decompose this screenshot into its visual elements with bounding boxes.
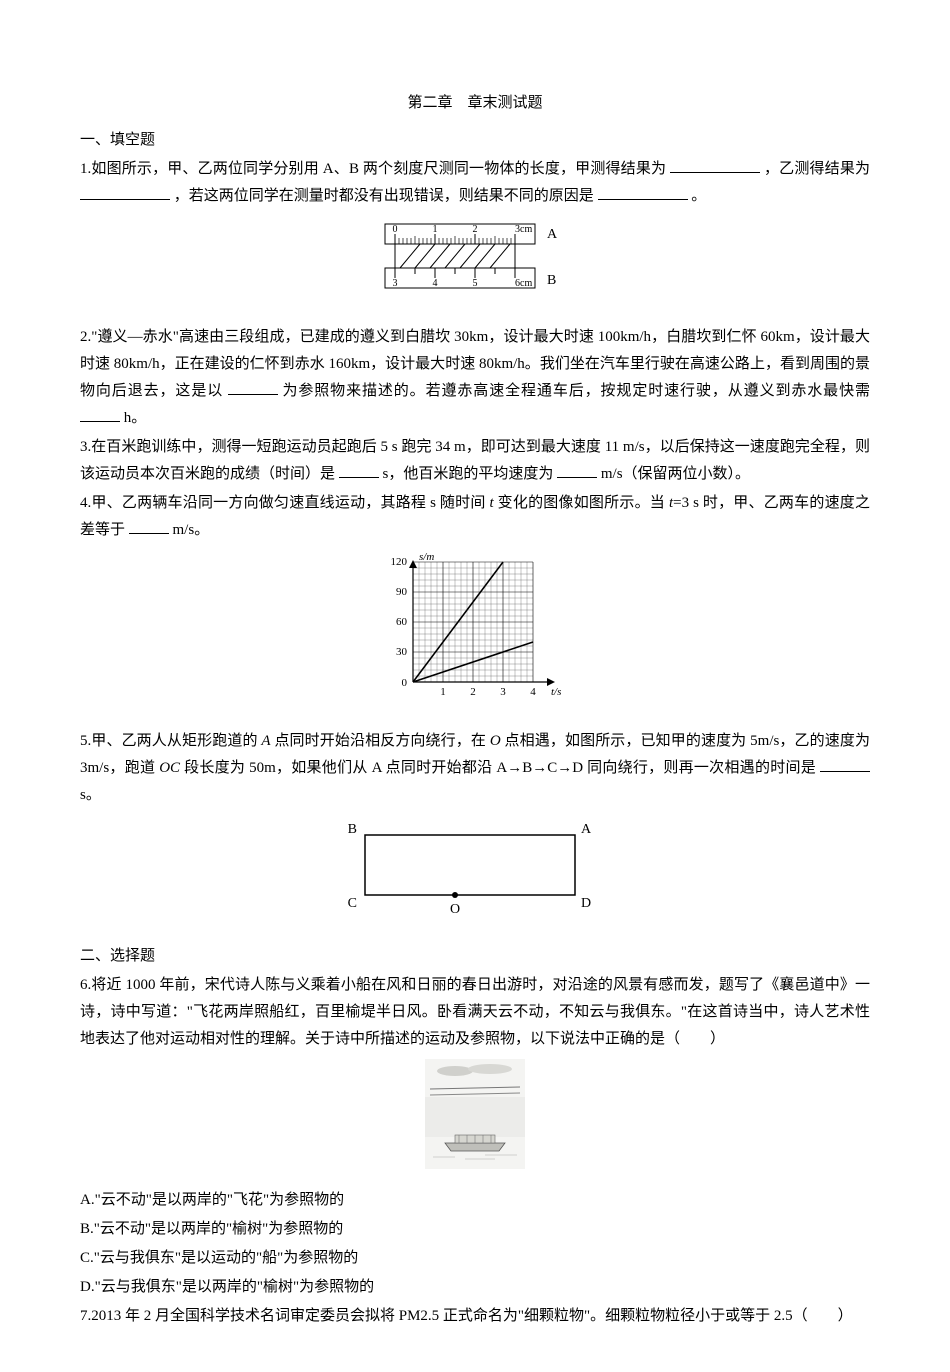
q6-choice-d[interactable]: D."云与我俱东"是以两岸的"榆树"为参照物的: [80, 1274, 870, 1301]
svg-text:O: O: [450, 902, 460, 917]
q4-blank-1[interactable]: [129, 518, 169, 534]
svg-text:1: 1: [440, 686, 446, 698]
svg-text:B: B: [547, 273, 556, 288]
svg-text:t/s: t/s: [551, 686, 561, 698]
question-6: 6.将近 1000 年前，宋代诗人陈与义乘着小船在风和日丽的春日出游时，对沿途的…: [80, 972, 870, 1053]
svg-text:3: 3: [500, 686, 506, 698]
svg-text:3: 3: [393, 278, 398, 289]
svg-text:0: 0: [393, 224, 398, 235]
q5-italic-2: O: [490, 733, 501, 749]
page-title: 第二章 章末测试题: [80, 90, 870, 117]
q5-italic-1: A: [261, 733, 270, 749]
q6-stem: 6.将近 1000 年前，宋代诗人陈与义乘着小船在风和日丽的春日出游时，对沿途的…: [80, 977, 870, 1047]
svg-text:0: 0: [402, 677, 408, 689]
question-1: 1.如图所示，甲、乙两位同学分别用 A、B 两个刻度尺测同一物体的长度，甲测得结…: [80, 156, 870, 210]
q5-text-e: s。: [80, 787, 101, 803]
q2-blank-2[interactable]: [80, 406, 120, 422]
q1-text-b: ，乙测得结果为: [764, 161, 870, 177]
q2-blank-1[interactable]: [228, 379, 278, 395]
q6-choice-a[interactable]: A."云不动"是以两岸的"飞花"为参照物的: [80, 1187, 870, 1214]
question-2: 2."遵义—赤水"高速由三段组成，已建成的遵义到白腊坎 30km，设计最大时速 …: [80, 324, 870, 432]
svg-text:4: 4: [530, 686, 536, 698]
q4-text-d: m/s。: [173, 522, 210, 538]
section-1-heading: 一、填空题: [80, 127, 870, 154]
svg-text:6cm: 6cm: [515, 278, 532, 289]
q3-blank-2[interactable]: [557, 462, 597, 478]
svg-text:120: 120: [391, 556, 408, 568]
q5-text-b: 点同时开始沿相反方向绕行，在: [271, 733, 490, 749]
svg-text:D: D: [581, 896, 591, 911]
svg-text:30: 30: [396, 646, 408, 658]
svg-text:2: 2: [473, 224, 478, 235]
svg-text:60: 60: [396, 616, 408, 628]
q5-text-a: 5.甲、乙两人从矩形跑道的: [80, 733, 261, 749]
q4-text-b: 变化的图像如图所示。当: [494, 495, 669, 511]
svg-text:A: A: [547, 227, 558, 242]
q1-blank-1[interactable]: [670, 157, 760, 173]
svg-text:s/m: s/m: [419, 551, 434, 563]
q1-figure: 0 1 2 3cm A: [80, 216, 870, 316]
svg-text:90: 90: [396, 586, 408, 598]
svg-text:2: 2: [470, 686, 476, 698]
q6-figure: [80, 1059, 870, 1179]
svg-text:A: A: [581, 822, 592, 837]
q1-text-a: 1.如图所示，甲、乙两位同学分别用 A、B 两个刻度尺测同一物体的长度，甲测得结…: [80, 161, 666, 177]
q4-chart: 0 1 2 3 4 30 60 90 120 s/m t/s: [80, 550, 870, 720]
q4-text-a: 4.甲、乙两辆车沿同一方向做匀速直线运动，其路程 s 随时间: [80, 495, 490, 511]
svg-text:3cm: 3cm: [515, 224, 532, 235]
q5-figure: B A C D O: [80, 815, 870, 935]
q1-blank-3[interactable]: [598, 184, 688, 200]
q3-text-b: s，他百米跑的平均速度为: [383, 466, 554, 482]
svg-text:5: 5: [473, 278, 478, 289]
q5-italic-3: OC: [159, 760, 180, 776]
q3-blank-1[interactable]: [339, 462, 379, 478]
q3-text-c: m/s（保留两位小数）。: [601, 466, 750, 482]
svg-text:1: 1: [433, 224, 438, 235]
question-5: 5.甲、乙两人从矩形跑道的 A 点同时开始沿相反方向绕行，在 O 点相遇，如图所…: [80, 728, 870, 809]
question-7: 7.2013 年 2 月全国科学技术名词审定委员会拟将 PM2.5 正式命名为"…: [80, 1303, 870, 1330]
svg-text:4: 4: [433, 278, 438, 289]
q7-stem: 7.2013 年 2 月全国科学技术名词审定委员会拟将 PM2.5 正式命名为"…: [80, 1308, 853, 1324]
q6-choice-c[interactable]: C."云与我俱东"是以运动的"船"为参照物的: [80, 1245, 870, 1272]
q1-text-d: 。: [691, 188, 706, 204]
question-3: 3.在百米跑训练中，测得一短跑运动员起跑后 5 s 跑完 34 m，即可达到最大…: [80, 434, 870, 488]
q6-choice-b[interactable]: B."云不动"是以两岸的"榆树"为参照物的: [80, 1216, 870, 1243]
q2-text-b: 为参照物来描述的。若遵赤高速全程通车后，按规定时速行驶，从遵义到赤水最快需: [282, 383, 870, 399]
q5-text-d: 段长度为 50m，如果他们从 A 点同时开始都沿 A→B→C→D 同向绕行，则再…: [180, 760, 816, 776]
page: 第二章 章末测试题 一、填空题 1.如图所示，甲、乙两位同学分别用 A、B 两个…: [40, 0, 910, 1372]
q1-text-c: ，若这两位同学在测量时都没有出现错误，则结果不同的原因是: [174, 188, 594, 204]
q5-blank-1[interactable]: [820, 756, 870, 772]
q1-blank-2[interactable]: [80, 184, 170, 200]
svg-text:C: C: [348, 896, 357, 911]
svg-text:B: B: [348, 822, 357, 837]
q2-text-c: h。: [124, 410, 147, 426]
question-4: 4.甲、乙两辆车沿同一方向做匀速直线运动，其路程 s 随时间 t 变化的图像如图…: [80, 490, 870, 544]
section-2-heading: 二、选择题: [80, 943, 870, 970]
